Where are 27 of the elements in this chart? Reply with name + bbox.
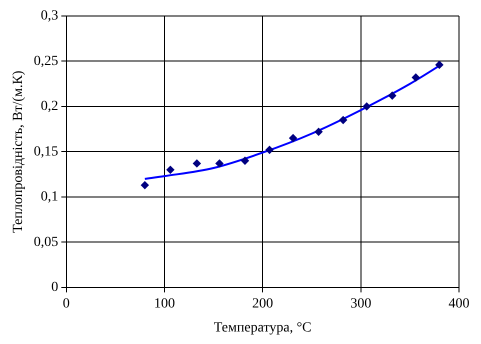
x-tick-label: 200 <box>252 296 274 312</box>
y-axis-title: Теплопровідність, Вт/(м.К) <box>11 70 26 233</box>
x-tick-label: 100 <box>154 296 175 312</box>
y-tick-label: 0,25 <box>34 54 58 69</box>
y-tick-label: 0,3 <box>40 8 58 24</box>
y-tick-label: 0,05 <box>34 234 58 250</box>
point <box>192 159 201 168</box>
point <box>362 102 371 110</box>
y-tick-label: 0,2 <box>40 99 58 114</box>
point <box>289 134 298 142</box>
x-tick-label: 300 <box>350 296 372 312</box>
x-tick-label: 400 <box>448 296 470 312</box>
point <box>388 92 396 100</box>
point <box>435 60 444 69</box>
x-tick-label: 0 <box>62 296 70 312</box>
point <box>240 156 249 165</box>
point <box>412 74 420 82</box>
y-tick-label: 0,15 <box>34 144 58 160</box>
y-tick-label: 0 <box>51 280 58 296</box>
point <box>140 181 149 190</box>
y-tick-label: 0,1 <box>40 190 58 205</box>
point <box>266 146 274 154</box>
x-axis-title: Температура, °С <box>214 320 312 336</box>
point <box>215 159 224 168</box>
point <box>339 116 348 124</box>
point <box>166 166 174 174</box>
point <box>314 128 323 136</box>
